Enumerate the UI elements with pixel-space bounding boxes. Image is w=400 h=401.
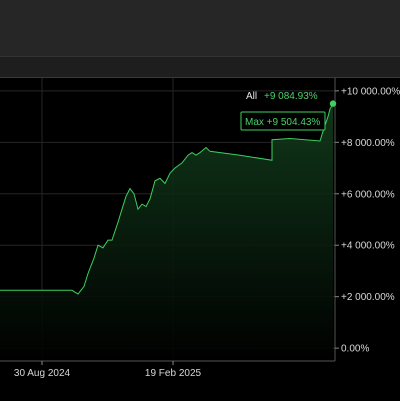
legend-value: +9 084.93% <box>264 91 318 102</box>
x-axis-ticks: 30 Aug 2024 19 Feb 2025 <box>14 361 202 379</box>
y-tick-label: +6 000.00% <box>341 189 395 200</box>
max-badge: Max +9 504.43% <box>240 111 326 131</box>
x-tick-label: 19 Feb 2025 <box>145 368 202 379</box>
series-line <box>0 103 334 295</box>
top-bar <box>0 0 400 57</box>
max-badge-text: Max +9 504.43% <box>245 117 320 128</box>
chart-panel: 0.00% +2 000.00% +4 000.00% +6 000.00% +8 00… <box>0 77 400 401</box>
series-area <box>0 103 333 361</box>
y-axis-ticks: 0.00% +2 000.00% +4 000.00% +6 000.00% +8 00… <box>335 86 400 355</box>
series-end-marker <box>329 100 337 107</box>
legend: All +9 084.93% <box>246 91 318 102</box>
performance-chart[interactable]: 0.00% +2 000.00% +4 000.00% +6 000.00% +8 00… <box>0 78 400 401</box>
legend-label: All <box>246 91 257 102</box>
y-tick-label: +4 000.00% <box>341 241 395 252</box>
y-tick-label: +10 000.00% <box>341 86 400 97</box>
y-tick-label: +2 000.00% <box>341 292 395 303</box>
x-tick-label: 30 Aug 2024 <box>14 368 71 379</box>
axes <box>0 78 336 362</box>
y-tick-label: +8 000.00% <box>341 138 395 149</box>
y-tick-label: 0.00% <box>341 344 369 355</box>
